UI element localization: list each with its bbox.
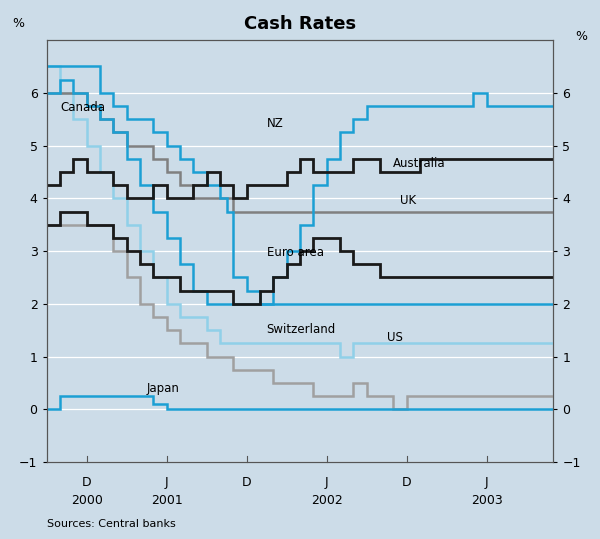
Text: D: D — [402, 475, 412, 488]
Text: D: D — [82, 475, 91, 488]
Text: J: J — [165, 475, 169, 488]
Text: J: J — [325, 475, 328, 488]
Text: US: US — [386, 331, 403, 344]
Text: Australia: Australia — [394, 157, 446, 170]
Text: J: J — [485, 475, 488, 488]
Text: UK: UK — [400, 194, 416, 206]
Text: 2003: 2003 — [471, 494, 503, 507]
Text: 2002: 2002 — [311, 494, 343, 507]
Text: D: D — [242, 475, 251, 488]
Y-axis label: %: % — [575, 30, 587, 43]
Text: Euro area: Euro area — [266, 246, 323, 259]
Text: Sources: Central banks: Sources: Central banks — [47, 519, 175, 529]
Text: Canada: Canada — [60, 101, 105, 114]
Text: 2000: 2000 — [71, 494, 103, 507]
Text: 2001: 2001 — [151, 494, 182, 507]
Title: Cash Rates: Cash Rates — [244, 15, 356, 33]
Text: Switzerland: Switzerland — [266, 323, 336, 336]
Y-axis label: %: % — [13, 17, 25, 30]
Text: Japan: Japan — [146, 383, 179, 396]
Text: NZ: NZ — [266, 117, 283, 130]
